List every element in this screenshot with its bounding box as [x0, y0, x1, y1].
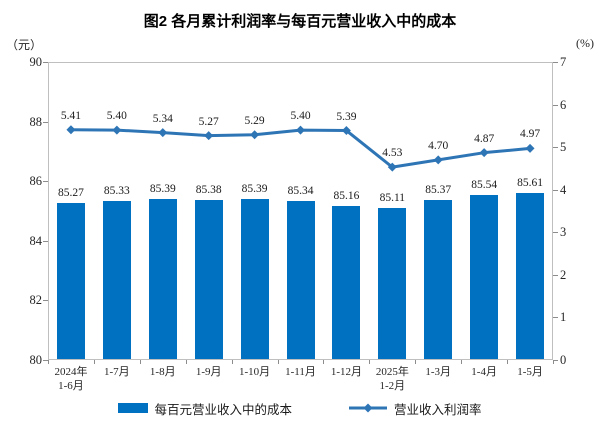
right-axis-tick-label: 4: [560, 182, 567, 197]
bar: [56, 202, 85, 359]
x-axis-tick: [415, 360, 416, 364]
bar: [102, 201, 131, 359]
legend-label-cost: 每百元营业收入中的成本: [154, 402, 292, 417]
left-axis-tick: [43, 181, 48, 183]
bar-value-label: 85.37: [425, 183, 452, 196]
bar: [148, 199, 177, 359]
bar: [240, 199, 269, 359]
bar-value-label: 85.33: [103, 185, 130, 198]
line-value-label: 5.39: [336, 110, 357, 123]
x-axis-label: 1-9月: [195, 366, 222, 378]
bar: [286, 200, 315, 359]
line-value-label: 5.41: [60, 109, 82, 122]
bar: [424, 199, 453, 359]
x-axis-tick: [461, 360, 462, 364]
right-axis-tick: [553, 104, 558, 106]
left-axis-tick: [43, 121, 48, 123]
x-axis-tick: [232, 360, 233, 364]
left-axis-tick-label: 88: [29, 114, 43, 129]
x-axis-tick: [278, 360, 279, 364]
bar-value-label: 85.39: [241, 183, 268, 196]
x-axis-label: 1-11月: [285, 366, 316, 378]
legend-label-margin: 营业收入利润率: [394, 402, 482, 417]
line-value-label: 4.70: [428, 139, 449, 152]
x-axis-tick: [323, 360, 324, 364]
bar-value-label: 85.27: [58, 186, 84, 199]
left-axis-tick-label: 84: [29, 233, 43, 248]
chart-title: 图2 各月累计利润率与每百元营业收入中的成本: [143, 13, 457, 30]
bar-value-label: 85.39: [149, 183, 176, 196]
line-series-swatch: [348, 402, 388, 414]
x-axis-label: 1-12月: [330, 366, 362, 378]
bar: [516, 192, 545, 359]
left-axis-tick: [43, 300, 48, 302]
left-axis-tick: [43, 240, 48, 242]
legend-item-margin: 营业收入利润率: [348, 399, 482, 418]
x-axis-label: 1-4月: [471, 366, 497, 378]
x-axis-tick: [48, 360, 49, 364]
line-swatch-svg: [349, 403, 387, 413]
left-axis-unit: （元）: [6, 38, 43, 52]
x-axis-tick: [186, 360, 187, 364]
line-value-label: 4.53: [382, 147, 403, 160]
right-axis-tick: [553, 62, 558, 63]
right-axis-tick-label: 1: [560, 310, 567, 325]
x-axis-label: 2024年 1-6月: [54, 366, 88, 392]
x-axis-label: 1-7月: [104, 366, 130, 378]
bar: [378, 207, 407, 359]
bar-value-label: 85.34: [287, 184, 314, 197]
left-axis-tick-label: 80: [29, 353, 43, 367]
x-axis-label: 2025年 1-2月: [375, 366, 409, 392]
right-axis-tick: [553, 147, 558, 149]
right-axis-tick: [553, 274, 558, 276]
x-axis-label: 1-3月: [425, 366, 452, 378]
line-value-label: 4.87: [474, 132, 495, 145]
bar-value-label: 85.61: [517, 176, 543, 189]
x-axis-tick: [369, 360, 370, 364]
line-value-label: 5.40: [106, 110, 127, 123]
line-value-label: 5.40: [290, 110, 311, 123]
x-axis-tick: [94, 360, 95, 364]
left-axis-tick-label: 90: [29, 55, 43, 69]
legend: 每百元营业收入中的成本 营业收入利润率: [0, 398, 600, 418]
line-value-label: 5.34: [152, 112, 173, 125]
x-axis-tick: [140, 360, 141, 364]
left-axis-tick-label: 82: [29, 293, 43, 308]
x-axis-tick: [553, 360, 554, 364]
right-axis-unit: (%): [576, 36, 594, 50]
right-axis-tick-label: 0: [560, 353, 567, 367]
right-axis-tick-label: 3: [560, 225, 567, 240]
bar-value-label: 85.11: [379, 191, 406, 204]
line-value-label: 5.27: [198, 115, 219, 128]
legend-item-cost: 每百元营业收入中的成本: [118, 399, 292, 418]
x-axis-label: 1-5月: [517, 366, 543, 378]
right-axis-tick-label: 6: [560, 97, 567, 112]
right-axis-tick-label: 7: [560, 55, 567, 69]
bar: [194, 199, 223, 359]
right-axis-tick: [553, 317, 558, 319]
line-value-label: 5.29: [244, 114, 265, 127]
bar-value-label: 85.54: [471, 178, 498, 191]
right-axis-tick: [553, 189, 558, 191]
bar-series-swatch: [118, 403, 149, 413]
bar: [332, 206, 361, 359]
right-axis-tick-label: 2: [560, 267, 567, 282]
left-axis-tick-label: 86: [29, 174, 43, 189]
left-axis-tick: [43, 62, 48, 63]
left-axis-tick: [43, 360, 48, 361]
bar-value-label: 85.16: [333, 190, 360, 203]
right-axis-tick: [553, 232, 558, 234]
right-axis-tick: [553, 360, 558, 361]
x-axis-label: 1-10月: [238, 366, 271, 378]
right-axis-tick-label: 5: [560, 140, 567, 155]
x-axis-label: 1-8月: [149, 366, 176, 378]
line-value-label: 4.97: [519, 128, 541, 141]
bar-value-label: 85.38: [195, 183, 222, 196]
bar: [470, 194, 499, 359]
x-axis-tick: [507, 360, 508, 364]
